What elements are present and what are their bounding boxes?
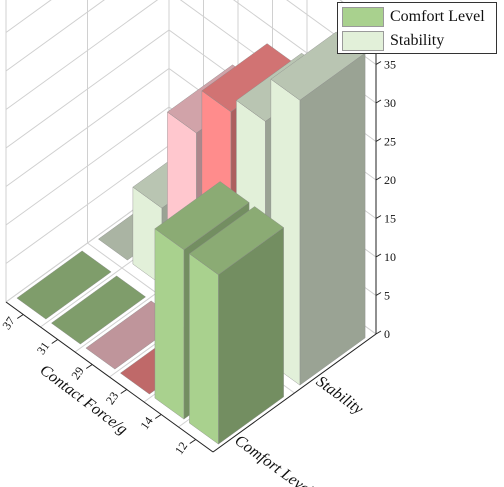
x-tick-label: 14	[137, 414, 155, 432]
z-tick-label: 0	[384, 327, 390, 341]
z-tick-label: 25	[384, 135, 396, 149]
bar	[16, 250, 112, 320]
x-tick-label: 23	[103, 389, 121, 407]
legend-label-stability: Stability	[390, 32, 445, 49]
z-tick-label: 10	[384, 250, 396, 264]
x-tick	[16, 314, 24, 319]
chart-bars	[16, 31, 366, 445]
y-tick-label: Comfort Level	[231, 432, 316, 487]
z-tick	[375, 61, 382, 65]
z-tick-label: 5	[384, 289, 390, 303]
chart-legend: Comfort Level Stability	[337, 2, 497, 54]
bar	[189, 206, 284, 445]
z-tick	[375, 292, 382, 296]
x-tick	[85, 364, 93, 369]
legend-swatch-stability	[342, 31, 384, 51]
bar	[51, 275, 146, 345]
legend-label-comfort: Comfort Level	[390, 8, 485, 25]
z-tick-label: 20	[384, 173, 396, 187]
z-tick-label: 15	[384, 212, 396, 226]
legend-item-comfort: Comfort Level	[342, 6, 485, 28]
z-tick-label: 30	[384, 96, 396, 110]
y-tick-label: Stability	[313, 373, 367, 419]
z-tick	[375, 253, 382, 258]
x-tick	[51, 339, 59, 344]
legend-swatch-comfort	[342, 7, 384, 27]
y-axis-line	[212, 333, 377, 453]
z-tick	[375, 176, 382, 181]
z-tick	[375, 215, 382, 219]
bar	[270, 31, 366, 386]
x-tick-label: 31	[34, 339, 52, 357]
x-axis-line	[5, 301, 214, 453]
x-tick	[189, 439, 197, 444]
z-tick-label: 35	[384, 58, 396, 72]
x-tick-label: 12	[172, 439, 190, 457]
z-tick	[375, 138, 382, 142]
x-tick-label: 37	[0, 314, 18, 332]
z-tick	[375, 99, 382, 104]
x-tick	[120, 389, 128, 394]
gridline-z	[339, 0, 377, 27]
z-tick	[375, 330, 382, 335]
legend-item-stability: Stability	[342, 30, 444, 52]
x-tick	[154, 414, 162, 419]
